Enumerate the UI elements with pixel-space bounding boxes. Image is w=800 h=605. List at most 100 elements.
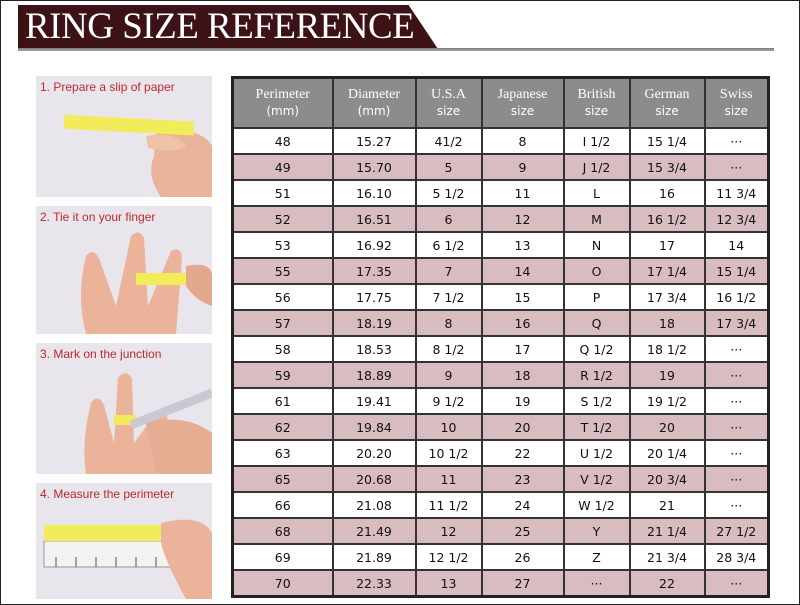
table-cell: ···: [703, 439, 770, 467]
step-1-panel: 1. Prepare a slip of paper: [36, 76, 212, 197]
step-3-panel: 3. Mark on the junction: [36, 343, 212, 474]
table-cell: 49: [231, 153, 334, 181]
table-cell: ···: [703, 413, 770, 441]
table-row: 68 21.49 12 25 Y 21 1/4 27 1/2: [231, 517, 770, 545]
table-cell: 11 1/2: [414, 491, 483, 519]
table-cell: 14: [480, 257, 565, 285]
step-label: 1. Prepare a slip of paper: [40, 80, 175, 94]
table-cell: ···: [703, 491, 770, 519]
table-cell: 63: [231, 439, 334, 467]
step-label: 2. Tie it on your finger: [40, 210, 156, 224]
measure-ruler-illustration: [43, 519, 212, 599]
table-row: 53 16.92 6 1/2 13 N 17 14: [231, 231, 770, 259]
table-cell: 16: [628, 179, 706, 207]
table-cell: 57: [231, 309, 334, 337]
table-cell: 5 1/2: [414, 179, 483, 207]
table-cell: J 1/2: [562, 153, 631, 181]
title-banner: [18, 5, 438, 49]
table-cell: 21 3/4: [628, 543, 706, 571]
column-unit: size: [584, 104, 609, 118]
column-unit: (mm): [357, 104, 391, 118]
table-row: 49 15.70 5 9 J 1/2 15 3/4 ···: [231, 153, 770, 181]
table-cell: 20.68: [331, 465, 417, 493]
table-cell: 19: [628, 361, 706, 389]
column-unit: size: [655, 104, 679, 118]
table-cell: 25: [480, 517, 565, 545]
table-cell: 69: [231, 543, 334, 571]
step-label: 4. Measure the perimeter: [40, 487, 175, 501]
table-cell: 18: [480, 361, 565, 389]
table-cell: ···: [703, 335, 770, 363]
table-row: 55 17.35 7 14 O 17 1/4 15 1/4: [231, 257, 770, 285]
table-cell: 12: [480, 205, 565, 233]
table-cell: U 1/2: [562, 439, 631, 467]
table-cell: 68: [231, 517, 334, 545]
column-header: Swiss size: [703, 76, 770, 129]
table-cell: 16.51: [331, 205, 417, 233]
ring-size-table: Perimeter (mm) Diameter (mm) U.S.A size Japane…: [231, 76, 770, 598]
table-row: 63 20.20 10 1/2 22 U 1/2 20 1/4 ···: [231, 439, 770, 467]
table-cell: ···: [562, 569, 631, 598]
table-cell: 19.41: [331, 387, 417, 415]
table-cell: 16 1/2: [703, 283, 770, 311]
table-cell: 23: [480, 465, 565, 493]
table-cell: 18.19: [331, 309, 417, 337]
table-cell: ···: [703, 569, 770, 598]
table-cell: 21.89: [331, 543, 417, 571]
table-cell: 7: [414, 257, 483, 285]
step-4-panel: 4. Measure the perimeter: [36, 483, 212, 599]
table-cell: 15.70: [331, 153, 417, 181]
table-cell: 21 1/4: [628, 517, 706, 545]
table-cell: 51: [231, 179, 334, 207]
table-cell: 13: [414, 569, 483, 598]
table-cell: 21.08: [331, 491, 417, 519]
table-cell: 70: [231, 569, 334, 598]
table-cell: 11: [414, 465, 483, 493]
table-cell: 12 3/4: [703, 205, 770, 233]
table-row: 56 17.75 7 1/2 15 P 17 3/4 16 1/2: [231, 283, 770, 311]
column-header: Perimeter (mm): [231, 76, 334, 129]
table-cell: Q 1/2: [562, 335, 631, 363]
table-cell: 11: [480, 179, 565, 207]
finger-tie-illustration: [81, 232, 212, 334]
column-name: Diameter: [347, 87, 401, 102]
table-cell: 17.75: [331, 283, 417, 311]
table-row: 58 18.53 8 1/2 17 Q 1/2 18 1/2 ···: [231, 335, 770, 363]
table-cell: ···: [703, 361, 770, 389]
table-cell: M: [562, 205, 631, 233]
table-cell: 13: [480, 231, 565, 259]
column-name: U.S.A: [430, 87, 466, 102]
table-cell: I 1/2: [562, 127, 631, 155]
table-cell: T 1/2: [562, 413, 631, 441]
table-cell: S 1/2: [562, 387, 631, 415]
table-cell: 10: [414, 413, 483, 441]
column-header: German size: [628, 76, 706, 129]
table-row: 66 21.08 11 1/2 24 W 1/2 21 ···: [231, 491, 770, 519]
table-cell: 48: [231, 127, 334, 155]
table-cell: 6 1/2: [414, 231, 483, 259]
table-cell: 15: [480, 283, 565, 311]
table-cell: 17: [480, 335, 565, 363]
table-row: 52 16.51 6 12 M 16 1/2 12 3/4: [231, 205, 770, 233]
table-cell: Y: [562, 517, 631, 545]
table-cell: 15.27: [331, 127, 417, 155]
column-name: Japanese: [497, 87, 548, 102]
table-cell: 21: [628, 491, 706, 519]
table-row: 51 16.10 5 1/2 11 L 16 11 3/4: [231, 179, 770, 207]
table-cell: 18.89: [331, 361, 417, 389]
table-cell: 20: [480, 413, 565, 441]
table-cell: V 1/2: [562, 465, 631, 493]
table-cell: 20: [628, 413, 706, 441]
table-cell: 18.53: [331, 335, 417, 363]
column-name: Perimeter: [255, 87, 310, 102]
table-cell: 15 1/4: [628, 127, 706, 155]
table-cell: 55: [231, 257, 334, 285]
table-cell: 8 1/2: [414, 335, 483, 363]
table-header-row: Perimeter (mm) Diameter (mm) U.S.A size Japane…: [231, 76, 770, 129]
table-cell: 20 3/4: [628, 465, 706, 493]
table-cell: 17.35: [331, 257, 417, 285]
column-name: British: [577, 87, 616, 102]
table-cell: 8: [414, 309, 483, 337]
table-cell: 18 1/2: [628, 335, 706, 363]
